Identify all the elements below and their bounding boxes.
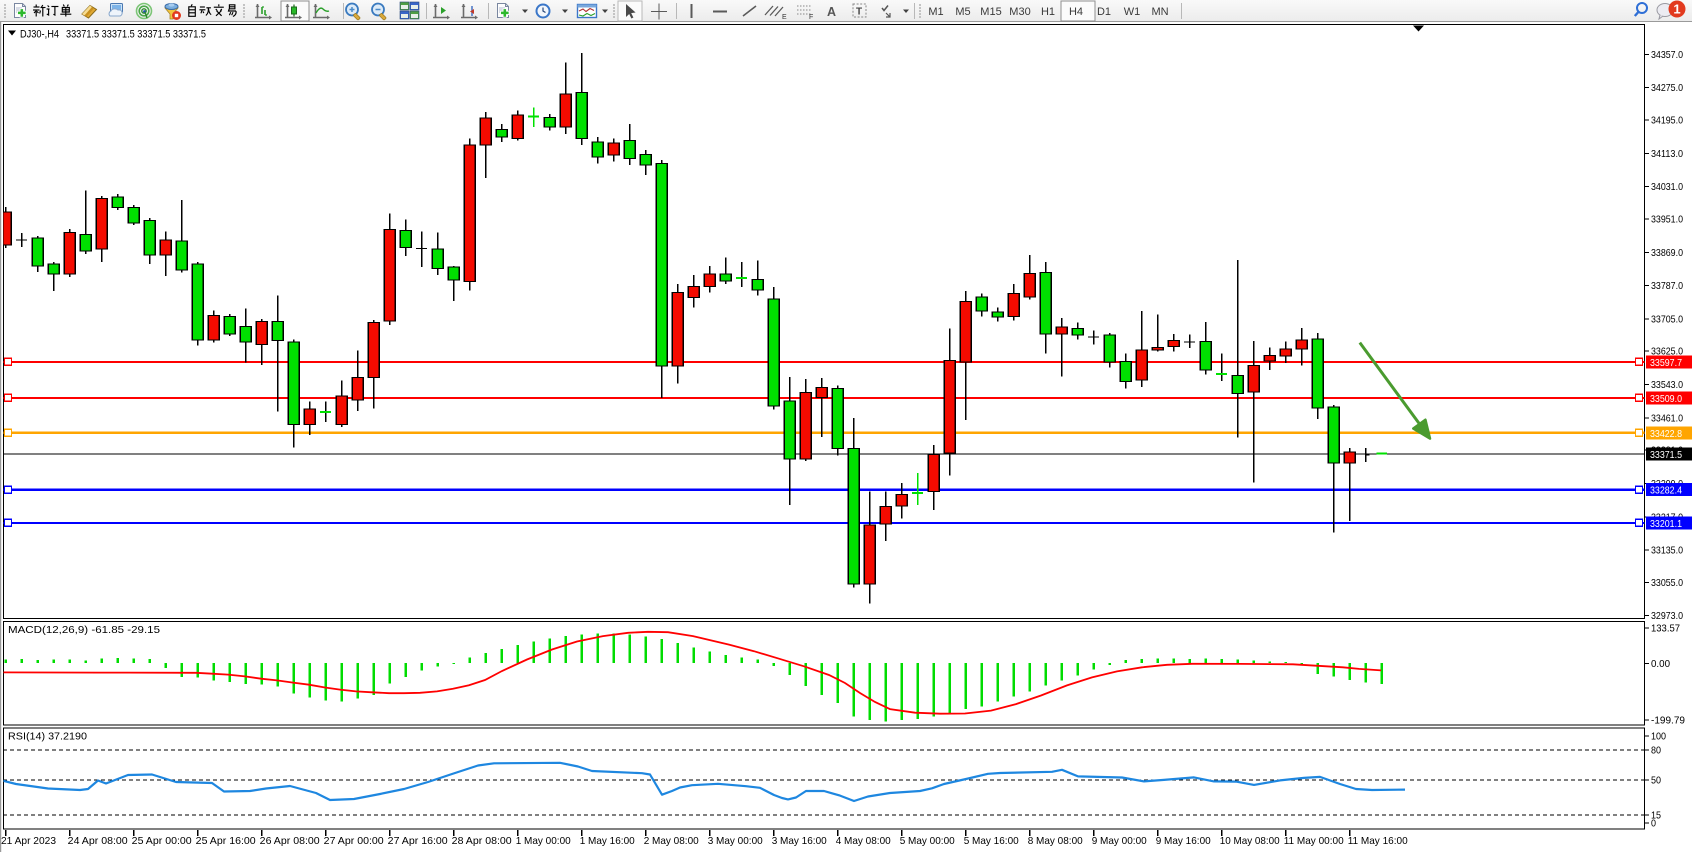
svg-text:32973.0: 32973.0 (1651, 610, 1683, 622)
svg-text:H4: H4 (1069, 6, 1083, 18)
svg-text:T: T (856, 7, 862, 18)
svg-text:27 Apr 00:00: 27 Apr 00:00 (324, 835, 384, 847)
svg-text:80: 80 (1651, 744, 1661, 756)
svg-text:11 May 16:00: 11 May 16:00 (1348, 835, 1408, 847)
svg-text:33869.0: 33869.0 (1651, 247, 1683, 259)
svg-text:DJ30-,H4: DJ30-,H4 (20, 29, 59, 41)
svg-text:10 May 08:00: 10 May 08:00 (1220, 835, 1280, 847)
svg-text:0.00: 0.00 (1651, 658, 1670, 670)
svg-text:8 May 08:00: 8 May 08:00 (1028, 835, 1083, 847)
svg-text:25 Apr 00:00: 25 Apr 00:00 (132, 835, 192, 847)
svg-text:5 May 16:00: 5 May 16:00 (964, 835, 1019, 847)
svg-text:27 Apr 16:00: 27 Apr 16:00 (388, 835, 448, 847)
svg-text:34357.0: 34357.0 (1651, 49, 1683, 61)
svg-text:F: F (809, 14, 813, 21)
svg-text:25 Apr 16:00: 25 Apr 16:00 (196, 835, 256, 847)
svg-text:RSI(14) 37.2190: RSI(14) 37.2190 (8, 731, 87, 743)
svg-text:M15: M15 (980, 6, 1001, 18)
svg-text:A: A (827, 5, 836, 19)
svg-text:33201.1: 33201.1 (1650, 518, 1682, 530)
svg-text:3 May 00:00: 3 May 00:00 (708, 835, 763, 847)
svg-text:21 Apr 2023: 21 Apr 2023 (1, 835, 56, 847)
svg-text:34275.0: 34275.0 (1651, 82, 1683, 94)
svg-text:33055.0: 33055.0 (1651, 577, 1683, 589)
svg-text:33135.0: 33135.0 (1651, 545, 1683, 557)
svg-text:34113.0: 34113.0 (1651, 148, 1683, 160)
svg-text:E: E (782, 14, 787, 21)
svg-text:1 May 16:00: 1 May 16:00 (580, 835, 635, 847)
svg-text:34195.0: 34195.0 (1651, 115, 1683, 127)
svg-text:11 May 00:00: 11 May 00:00 (1284, 835, 1344, 847)
svg-text:33461.0: 33461.0 (1651, 412, 1683, 424)
svg-text:1: 1 (1673, 2, 1680, 17)
svg-text:H1: H1 (1041, 6, 1055, 18)
svg-text:133.57: 133.57 (1651, 623, 1680, 635)
svg-text:33597.7: 33597.7 (1650, 357, 1682, 369)
svg-text:33951.0: 33951.0 (1651, 213, 1683, 225)
svg-text:34031.0: 34031.0 (1651, 181, 1683, 193)
svg-text:2 May 08:00: 2 May 08:00 (644, 835, 699, 847)
svg-text:1 May 00:00: 1 May 00:00 (516, 835, 571, 847)
svg-text:24 Apr 08:00: 24 Apr 08:00 (68, 835, 128, 847)
svg-text:33705.0: 33705.0 (1651, 313, 1683, 325)
svg-text:MACD(12,26,9) -61.85 -29.15: MACD(12,26,9) -61.85 -29.15 (8, 624, 160, 636)
svg-text:33282.4: 33282.4 (1650, 485, 1682, 497)
svg-text:33422.8: 33422.8 (1650, 428, 1682, 440)
svg-text:33371.5 33371.5 33371.5 33371.: 33371.5 33371.5 33371.5 33371.5 (66, 29, 206, 41)
svg-text:33625.0: 33625.0 (1651, 346, 1683, 358)
svg-text:5 May 00:00: 5 May 00:00 (900, 835, 955, 847)
svg-text:0: 0 (1651, 818, 1656, 830)
svg-text:9 May 16:00: 9 May 16:00 (1156, 835, 1211, 847)
svg-text:4 May 08:00: 4 May 08:00 (836, 835, 891, 847)
svg-text:9 May 00:00: 9 May 00:00 (1092, 835, 1147, 847)
svg-text:100: 100 (1651, 731, 1666, 743)
svg-text:33509.0: 33509.0 (1650, 393, 1682, 405)
svg-text:M5: M5 (955, 6, 970, 18)
svg-text:50: 50 (1651, 775, 1661, 787)
svg-text:15: 15 (1651, 809, 1661, 821)
svg-text:33371.5: 33371.5 (1650, 449, 1682, 461)
svg-text:33543.0: 33543.0 (1651, 379, 1683, 391)
svg-text:MN: MN (1151, 6, 1168, 18)
svg-text:3 May 16:00: 3 May 16:00 (772, 835, 827, 847)
svg-text:28 Apr 08:00: 28 Apr 08:00 (452, 835, 512, 847)
svg-text:M1: M1 (928, 6, 943, 18)
svg-text:-199.79: -199.79 (1651, 715, 1685, 727)
svg-text:M30: M30 (1009, 6, 1030, 18)
svg-text:26 Apr 08:00: 26 Apr 08:00 (260, 835, 320, 847)
svg-text:W1: W1 (1124, 6, 1141, 18)
svg-text:33787.0: 33787.0 (1651, 280, 1683, 292)
svg-text:D1: D1 (1097, 6, 1111, 18)
